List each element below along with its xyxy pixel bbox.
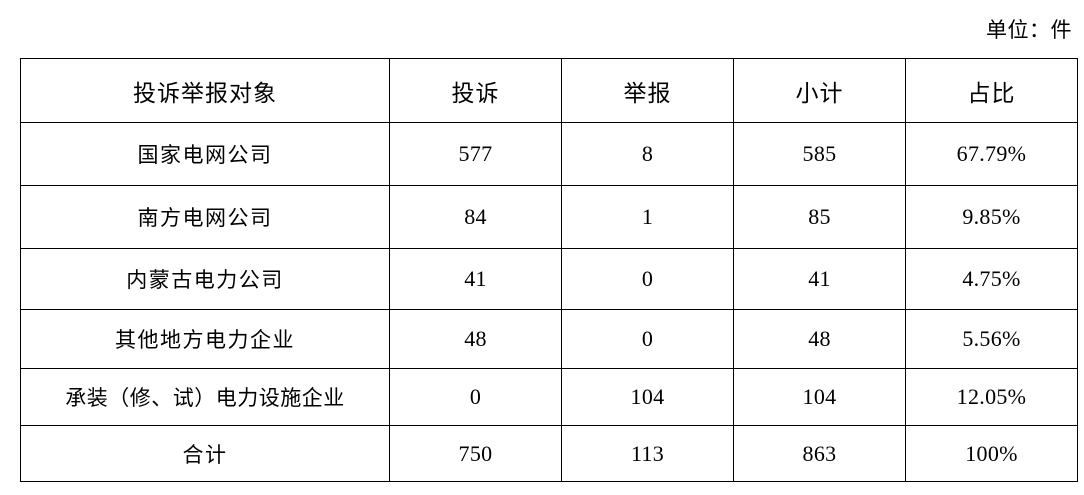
cell-subtotal: 41 — [733, 248, 906, 310]
cell-object: 合计 — [20, 425, 390, 482]
table-header-row: 投诉举报对象 投诉 举报 小计 占比 — [20, 58, 1078, 123]
unit-caption: 单位：件 — [986, 18, 1072, 42]
cell-object: 承装（修、试）电力设施企业 — [20, 368, 390, 426]
cell-share: 12.05% — [905, 368, 1078, 426]
cell-complaint: 577 — [389, 122, 562, 186]
cell-subtotal: 104 — [733, 368, 906, 426]
cell-subtotal: 863 — [733, 425, 906, 482]
table-row: 内蒙古电力公司 41 0 41 4.75% — [20, 248, 1078, 310]
cell-subtotal: 585 — [733, 122, 906, 186]
statistics-table-container: 投诉举报对象 投诉 举报 小计 占比 国家电网公司 577 8 585 67.7… — [20, 58, 1078, 482]
table-row: 其他地方电力企业 48 0 48 5.56% — [20, 309, 1078, 369]
cell-subtotal: 48 — [733, 309, 906, 369]
table-row: 承装（修、试）电力设施企业 0 104 104 12.05% — [20, 368, 1078, 426]
statistics-table: 投诉举报对象 投诉 举报 小计 占比 国家电网公司 577 8 585 67.7… — [20, 58, 1078, 482]
column-header-report: 举报 — [561, 58, 734, 123]
cell-report: 113 — [561, 425, 734, 482]
cell-complaint: 0 — [389, 368, 562, 426]
cell-share: 67.79% — [905, 122, 1078, 186]
cell-object: 国家电网公司 — [20, 122, 390, 186]
table-row: 南方电网公司 84 1 85 9.85% — [20, 185, 1078, 249]
cell-share: 100% — [905, 425, 1078, 482]
cell-report: 0 — [561, 248, 734, 310]
table-total-row: 合计 750 113 863 100% — [20, 425, 1078, 482]
cell-complaint: 84 — [389, 185, 562, 249]
column-header-object: 投诉举报对象 — [20, 58, 390, 123]
cell-complaint: 41 — [389, 248, 562, 310]
cell-complaint: 48 — [389, 309, 562, 369]
cell-report: 1 — [561, 185, 734, 249]
column-header-complaint: 投诉 — [389, 58, 562, 123]
cell-report: 8 — [561, 122, 734, 186]
cell-complaint: 750 — [389, 425, 562, 482]
cell-share: 5.56% — [905, 309, 1078, 369]
column-header-subtotal: 小计 — [733, 58, 906, 123]
column-header-share: 占比 — [905, 58, 1078, 123]
cell-report: 0 — [561, 309, 734, 369]
cell-share: 4.75% — [905, 248, 1078, 310]
cell-object: 其他地方电力企业 — [20, 309, 390, 369]
cell-report: 104 — [561, 368, 734, 426]
table-row: 国家电网公司 577 8 585 67.79% — [20, 122, 1078, 186]
cell-object: 内蒙古电力公司 — [20, 248, 390, 310]
cell-subtotal: 85 — [733, 185, 906, 249]
cell-share: 9.85% — [905, 185, 1078, 249]
cell-object: 南方电网公司 — [20, 185, 390, 249]
